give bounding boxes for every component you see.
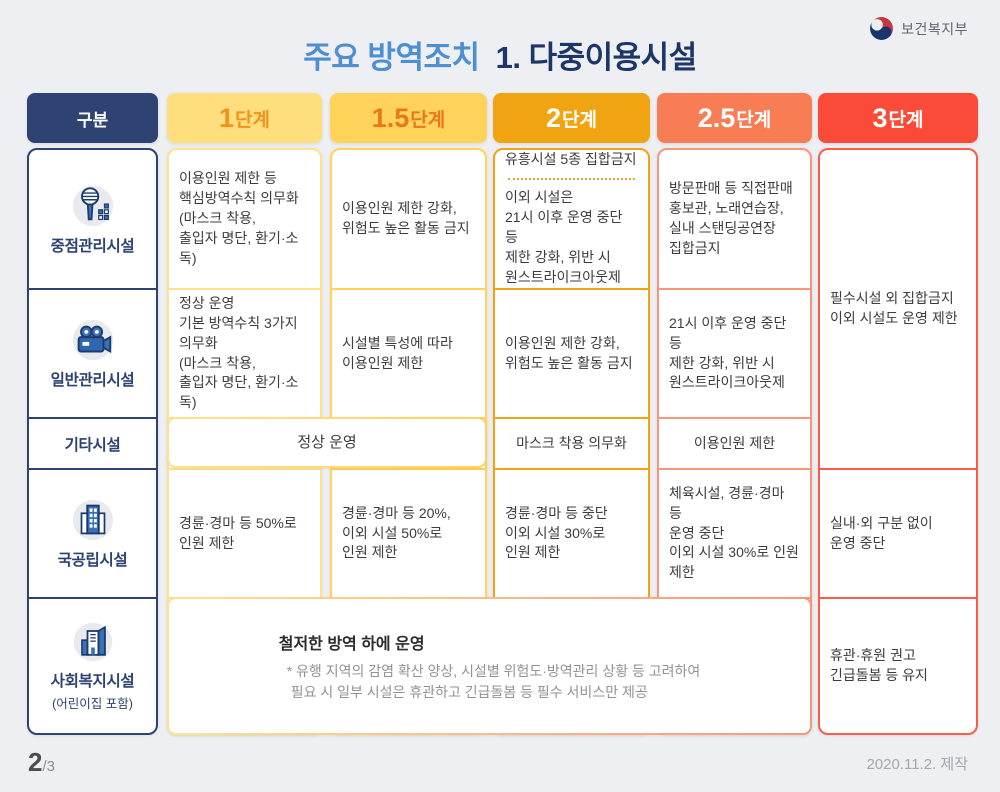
header-stage-1-5: 1.5 단계 [330,93,487,143]
header-gubun-label: 구분 [76,110,109,130]
cell-stage1-public: 경륜·경마 등 50%로 인원 제한 [169,468,320,597]
cell-text: 시설별 특성에 따라 이용인원 제한 [342,334,453,371]
row-label-text: 사회복지시설 [50,673,135,690]
microphone-icon [70,183,116,229]
row-label-subtext: (어린이집 포함) [52,697,133,711]
cell-text: 정상 운영 기본 방역수칙 3가지 의무화 (마스크 착용, 출입자 명단, 환… [179,294,299,411]
cell-text: 정상 운영 [297,433,357,451]
row-label-welfare-facilities: 사회복지시설 (어린이집 포함) [29,597,156,733]
page-number: 2/3 [28,747,55,778]
cell-text: 실내·외 구분 없이 운영 중단 [830,514,933,551]
cell-stage15-general: 시설별 특성에 따라 이용인원 제한 [332,288,485,417]
logo-text: 보건복지부 [901,20,968,37]
header-stage-1: 1 단계 [167,93,322,143]
row-label-priority-facilities: 중점관리시설 [29,150,156,288]
cell-text: 마스크 착용 의무화 [516,434,627,451]
cell-text: 이용인원 제한 등 핵심방역수칙 의무화 (마스크 착용, 출입자 명단, 환기… [179,170,299,266]
cell-text: 이용인원 제한 강화, 위험도 높은 활동 금지 [342,200,470,236]
cell-stage2-public: 경륜·경마 등 중단 이외 시설 30%로 인원 제한 [495,468,648,597]
cell-stage15-public: 경륜·경마 등 20%, 이외 시설 50%로 인원 제한 [332,468,485,597]
cell-stage25-priority: 방문판매 등 직접판매 홍보관, 노래연습장, 실내 스탠딩공연장 집합금지 [659,150,810,288]
row-label-text: 국공립시설 [57,552,128,569]
cell-text: 체육시설, 경륜·경마 등 운영 중단 이외 시설 30%로 인원 제한 [669,484,799,581]
merged-cell-welfare-note: 철저한 방역 하에 운영 * 유행 지역의 감염 확산 양상, 시설별 위험도·… [167,597,812,735]
cell-stage3-welfare: 휴관·휴원 권고 긴급돌봄 등 유지 [820,597,976,733]
cell-text: 방문판매 등 직접판매 홍보관, 노래연습장, 실내 스탠딩공연장 집합금지 [669,180,793,256]
welfare-note-title: 철저한 방역 하에 운영 [278,635,425,653]
page-number-total: /3 [42,758,55,775]
government-emblem-icon [869,16,894,41]
cell-text: 경륜·경마 등 50%로 인원 제한 [179,514,297,551]
header-gubun: 구분 [27,93,158,143]
cell-text: 필수시설 외 집합금지 이외 시설도 운영 제한 [830,290,958,326]
cell-stage3-merged-top: 필수시설 외 집합금지 이외 시설도 운영 제한 [820,150,976,468]
stage-suffix: 단계 [888,109,924,131]
stage-number: 2.5 [697,102,736,133]
dotted-divider [508,178,635,181]
header-stage-3: 3 단계 [818,93,978,143]
cell-stage1-priority: 이용인원 제한 등 핵심방역수칙 의무화 (마스크 착용, 출입자 명단, 환기… [169,150,320,288]
stage-suffix: 단계 [235,109,270,131]
cell-stage15-priority: 이용인원 제한 강화, 위험도 높은 활동 금지 [332,150,485,288]
video-camera-icon [70,317,116,363]
row-label-text: 중점관리시설 [50,237,135,255]
category-column: 중점관리시설 일반관리시설 기타시설 [27,148,158,735]
title-category: 주요 방역조치 [303,40,480,75]
cell-stage25-general: 21시 이후 운영 중단 등 제한 강화, 위반 시 원스트라이크아웃제 [659,288,810,417]
stage-suffix: 단계 [410,109,446,131]
row-label-public-facilities: 국공립시설 [29,468,156,597]
title-subject: 1. 다중이용시설 [495,40,698,75]
creation-date: 2020.11.2. 제작 [866,756,968,773]
header-stage-2-5: 2.5 단계 [657,93,812,143]
row-label-text: 일반관리시설 [50,372,135,389]
page-number-current: 2 [28,747,43,777]
row-label-other-facilities: 기타시설 [29,417,156,468]
cell-text: 21시 이후 운영 중단 등 제한 강화, 위반 시 원스트라이크아웃제 [669,314,787,391]
cell-text: 이용인원 제한 [693,434,776,451]
stage-number: 3 [872,102,888,133]
cell-text: 경륜·경마 등 중단 이외 시설 30%로 인원 제한 [505,504,608,561]
header-stage-2: 2 단계 [493,93,650,143]
merged-cell-normal-operation: 정상 운영 [167,417,487,468]
page-title: 주요 방역조치 1. 다중이용시설 [0,32,1000,77]
cell-stage2-priority: 유흥시설 5종 집합금지 이외 시설은 21시 이후 운영 중단 등 제한 강화… [495,150,648,288]
cell-stage25-public: 체육시설, 경륜·경마 등 운영 중단 이외 시설 30%로 인원 제한 [659,468,810,597]
stage-suffix: 단계 [736,109,772,131]
welfare-note-body: * 유행 지역의 감염 확산 양상, 시설별 위험도·방역관리 상황 등 고려하… [286,662,701,700]
cell-text: 이외 시설은 21시 이후 운영 중단 등 제한 강화, 위반 시 원스트라이크… [505,189,623,285]
cell-stage3-public: 실내·외 구분 없이 운영 중단 [820,468,976,597]
stage-number: 1 [219,102,235,133]
cell-text: 경륜·경마 등 20%, 이외 시설 50%로 인원 제한 [342,504,451,561]
stage-suffix: 단계 [562,109,597,131]
ministry-logo: 보건복지부 [869,16,968,41]
row-label-general-facilities: 일반관리시설 [29,288,156,417]
building-icon [70,497,116,543]
cell-stage1-general: 정상 운영 기본 방역수칙 3가지 의무화 (마스크 착용, 출입자 명단, 환… [169,288,320,417]
stage-number: 1.5 [371,102,410,133]
welfare-note-block: 철저한 방역 하에 운영 * 유행 지역의 감염 확산 양상, 시설별 위험도·… [279,630,701,703]
stage-3-column: 필수시설 외 집합금지 이외 시설도 운영 제한 실내·외 구분 없이 운영 중… [818,148,978,735]
cell-text: 이용인원 제한 강화, 위험도 높은 활동 금지 [505,334,633,371]
welfare-building-icon [71,620,115,664]
cell-text: 휴관·휴원 권고 긴급돌봄 등 유지 [830,647,928,683]
cell-stage2-other: 마스크 착용 의무화 [495,417,648,468]
stage-number: 2 [546,102,562,133]
cell-stage2-general: 이용인원 제한 강화, 위험도 높은 활동 금지 [495,288,648,417]
cell-text: 유흥시설 5종 집합금지 [505,151,637,168]
cell-stage25-other: 이용인원 제한 [659,417,810,468]
row-label-text: 기타시설 [64,436,121,454]
